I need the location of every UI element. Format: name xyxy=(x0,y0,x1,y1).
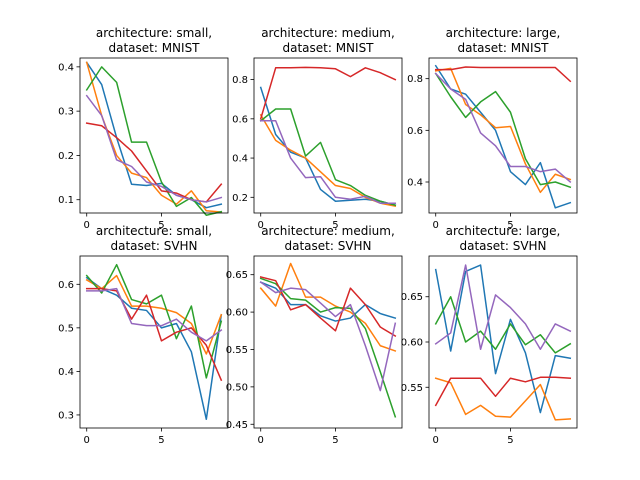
y-tick-label: 0.3 xyxy=(58,410,74,421)
subplot-title-line-2: dataset: SVHN xyxy=(110,239,197,253)
subplot-6: 0 5 0.55 0.60 0.65 architecture: large,datase… xyxy=(401,224,578,446)
series-line-3 xyxy=(259,277,397,418)
y-tick-label: 0.4 xyxy=(58,367,74,378)
series-line-3 xyxy=(85,66,223,216)
subplot-title-line-1: architecture: small, xyxy=(96,224,212,238)
series-line-5 xyxy=(434,264,572,350)
series-line-1 xyxy=(434,64,572,209)
series-line-5 xyxy=(85,287,223,342)
series-line-2 xyxy=(85,274,223,355)
axes-frame xyxy=(428,255,578,429)
y-tick-label: 0.6 xyxy=(407,126,423,137)
y-tick-label: 0.6 xyxy=(232,114,248,125)
x-tick-label: 0 xyxy=(433,220,439,231)
y-tick-label: 0.4 xyxy=(407,178,423,189)
y-tick-label: 0.5 xyxy=(58,323,74,334)
y-tick-label: 0.55 xyxy=(226,345,248,356)
series-line-2 xyxy=(259,262,397,352)
subplot-1: 0 5 0.1 0.2 0.3 0.4 architecture: small,datase… xyxy=(58,26,229,231)
x-tick-label: 5 xyxy=(332,220,338,231)
axes-frame xyxy=(79,57,229,214)
subplot-5: 0 5 0.45 0.50 0.55 0.60 0.65 architecture: medi… xyxy=(226,224,403,446)
axes-frame xyxy=(253,57,403,214)
x-tick-label: 5 xyxy=(158,435,164,446)
x-tick-label: 0 xyxy=(258,220,264,231)
series-line-5 xyxy=(85,94,223,203)
series-line-2 xyxy=(85,61,223,213)
x-tick-label: 5 xyxy=(332,435,338,446)
subplot-title-line-1: architecture: large, xyxy=(446,224,561,238)
subplot-title-line-1: architecture: small, xyxy=(96,26,212,40)
series-line-1 xyxy=(434,264,572,414)
subplot-title-line-2: dataset: MNIST xyxy=(457,41,549,55)
y-tick-label: 0.6 xyxy=(58,280,74,291)
axes-frame xyxy=(428,57,578,214)
series-line-2 xyxy=(434,377,572,421)
series-line-5 xyxy=(434,72,572,184)
series-line-3 xyxy=(85,263,223,379)
series-line-4 xyxy=(259,66,397,120)
y-tick-label: 0.8 xyxy=(407,74,423,85)
y-tick-label: 0.65 xyxy=(401,292,423,303)
subplot-title-line-1: architecture: large, xyxy=(446,26,561,40)
subplot-title-line-2: dataset: SVHN xyxy=(284,239,371,253)
y-tick-label: 0.60 xyxy=(401,338,423,349)
x-tick-label: 0 xyxy=(84,435,90,446)
x-tick-label: 5 xyxy=(507,435,513,446)
subplot-3: 0 5 0.4 0.6 0.8 architecture: large,dataset: … xyxy=(407,26,578,231)
y-tick-label: 0.2 xyxy=(232,193,248,204)
y-tick-label: 0.8 xyxy=(232,75,248,86)
subplot-title-line-2: dataset: MNIST xyxy=(282,41,374,55)
series-line-3 xyxy=(434,295,572,354)
y-tick-label: 0.65 xyxy=(226,270,248,281)
series-line-4 xyxy=(85,287,223,382)
y-tick-label: 0.4 xyxy=(58,62,74,73)
y-tick-label: 0.4 xyxy=(232,154,248,165)
series-line-4 xyxy=(434,66,572,83)
subplot-4: 0 5 0.3 0.4 0.5 0.6 architecture: small,datase… xyxy=(58,224,229,446)
subplot-title-line-2: dataset: MNIST xyxy=(108,41,200,55)
y-tick-label: 0.60 xyxy=(226,308,248,319)
y-tick-label: 0.3 xyxy=(58,107,74,118)
x-tick-label: 0 xyxy=(84,220,90,231)
series-line-5 xyxy=(259,281,397,392)
series-line-3 xyxy=(259,108,397,207)
subplot-2: 0 5 0.2 0.4 0.6 0.8 architecture: medium,datas… xyxy=(232,26,403,231)
y-tick-label: 0.1 xyxy=(58,195,74,206)
y-tick-label: 0.50 xyxy=(226,382,248,393)
y-tick-label: 0.2 xyxy=(58,151,74,162)
x-tick-label: 5 xyxy=(507,220,513,231)
series-line-5 xyxy=(259,120,397,204)
y-tick-label: 0.45 xyxy=(226,420,248,431)
subplot-title-line-2: dataset: SVHN xyxy=(459,239,546,253)
x-tick-label: 5 xyxy=(158,220,164,231)
subplot-title-line-1: architecture: medium, xyxy=(261,224,395,238)
y-tick-label: 0.55 xyxy=(401,383,423,394)
series-line-3 xyxy=(434,72,572,189)
series-line-4 xyxy=(434,376,572,407)
subplot-title-line-1: architecture: medium, xyxy=(261,26,395,40)
x-tick-label: 0 xyxy=(258,435,264,446)
axes-frame xyxy=(79,255,229,429)
series-line-2 xyxy=(434,67,572,194)
x-tick-label: 0 xyxy=(433,435,439,446)
series-line-4 xyxy=(259,276,397,338)
axes-frame xyxy=(253,255,403,429)
